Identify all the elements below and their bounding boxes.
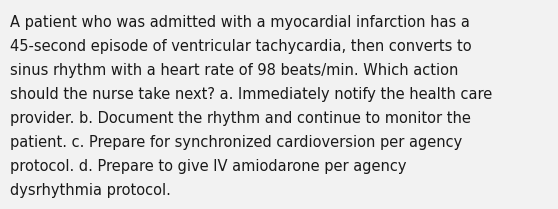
Text: A patient who was admitted with a myocardial infarction has a: A patient who was admitted with a myocar… (10, 15, 470, 30)
Text: protocol. d. Prepare to give IV amiodarone per agency: protocol. d. Prepare to give IV amiodaro… (10, 159, 407, 174)
Text: patient. c. Prepare for synchronized cardioversion per agency: patient. c. Prepare for synchronized car… (10, 135, 462, 150)
Text: 45-second episode of ventricular tachycardia, then converts to: 45-second episode of ventricular tachyca… (10, 39, 472, 54)
Text: provider. b. Document the rhythm and continue to monitor the: provider. b. Document the rhythm and con… (10, 111, 471, 126)
Text: dysrhythmia protocol.: dysrhythmia protocol. (10, 183, 171, 198)
Text: should the nurse take next? a. Immediately notify the health care: should the nurse take next? a. Immediate… (10, 87, 492, 102)
Text: sinus rhythm with a heart rate of 98 beats/min. Which action: sinus rhythm with a heart rate of 98 bea… (10, 63, 459, 78)
